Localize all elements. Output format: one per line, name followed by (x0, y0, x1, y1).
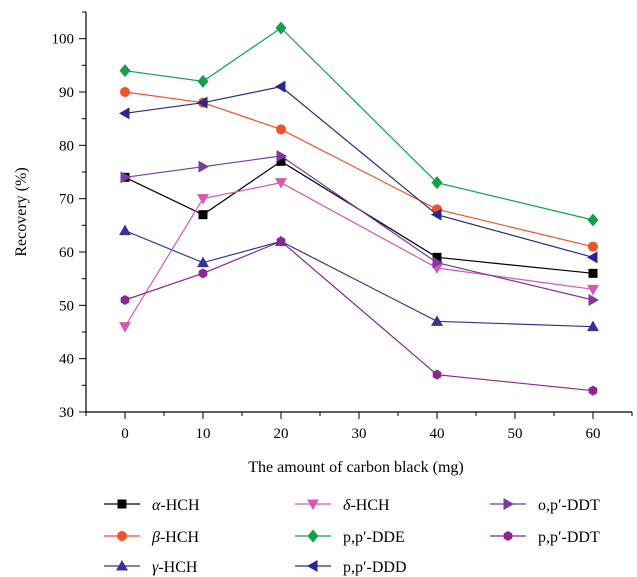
y-axis-title: Recovery (%) (13, 167, 30, 256)
series-line (124, 230, 594, 328)
data-point (197, 194, 209, 205)
legend-label: o,p′-DDT (538, 497, 600, 514)
series-ppddt (120, 236, 598, 396)
data-point (588, 294, 599, 306)
data-point (275, 80, 286, 93)
x-axis-title: The amount of carbon black (mg) (248, 459, 463, 476)
legend-label: p,p′-DDE (343, 529, 405, 546)
data-point (198, 160, 209, 173)
legend: α-HCH β-HCH γ-HCH δ-HCH p,p′-DDE p,p′-DDD o,p′… (104, 497, 600, 576)
series-line (124, 240, 594, 392)
data-point (119, 322, 131, 333)
x-tick-label: 40 (430, 426, 445, 442)
data-point (432, 369, 442, 380)
y-tick-label: 30 (59, 405, 74, 421)
legend-item: p,p′-DDD (295, 559, 407, 576)
data-point (120, 171, 131, 184)
y-tick-label: 50 (59, 298, 74, 314)
series-ppdde (119, 21, 599, 227)
series-line (124, 91, 594, 248)
data-point (588, 268, 598, 278)
data-point (587, 213, 599, 227)
series-ppddd (119, 80, 598, 264)
data-point (197, 74, 209, 88)
legend-item: o,p′-DDT (490, 497, 600, 514)
legend-label: β-HCH (151, 529, 200, 546)
x-tick-label: 60 (586, 426, 601, 442)
legend-label: α-HCH (152, 497, 200, 514)
data-point (431, 176, 443, 190)
y-tick-label: 80 (59, 138, 74, 154)
legend-label: γ-HCH (152, 559, 198, 576)
series-opddt (120, 150, 599, 306)
series-line (124, 27, 594, 221)
data-point (276, 124, 286, 135)
legend-marker (117, 531, 127, 541)
series-line (124, 160, 594, 274)
axes: 0 10 20 30 40 50 60 30 40 50 60 70 80 90 100 (52, 11, 633, 442)
data-point (431, 208, 442, 221)
data-point (432, 252, 442, 262)
legend-marker (116, 560, 128, 571)
series-line (124, 182, 594, 327)
data-point (588, 241, 598, 252)
data-point (588, 385, 598, 396)
data-point (198, 268, 208, 279)
legend-marker (307, 560, 318, 572)
legend-marker (307, 499, 319, 510)
data-point (275, 21, 287, 35)
y-tick-label: 90 (59, 85, 74, 101)
series-group (119, 21, 599, 396)
legend-item: p,p′-DDT (490, 529, 600, 546)
data-point (120, 87, 130, 97)
data-point (276, 150, 287, 162)
data-point (120, 295, 130, 305)
data-point (276, 156, 286, 166)
series-hch (120, 87, 598, 252)
legend-marker (503, 531, 513, 541)
series-hch (119, 178, 599, 333)
x-tick-label: 30 (352, 426, 367, 442)
x-tick-label: 10 (196, 426, 211, 442)
legend-item: p,p′-DDE (295, 529, 405, 546)
series-line (124, 86, 594, 258)
legend-marker (503, 498, 514, 510)
legend-label: p,p′-DDD (343, 559, 407, 576)
legend-item: δ-HCH (295, 497, 390, 514)
data-point (119, 224, 131, 236)
data-point (198, 210, 208, 220)
data-point (197, 256, 209, 268)
data-point (587, 284, 599, 296)
data-point (119, 107, 130, 120)
data-point (275, 178, 287, 189)
legend-item: γ-HCH (104, 559, 198, 576)
legend-item: β-HCH (104, 529, 200, 546)
legend-marker (117, 499, 127, 509)
data-point (431, 315, 443, 326)
series-line (124, 155, 594, 301)
y-tick-label: 40 (59, 352, 74, 368)
data-point (197, 96, 208, 109)
legend-marker (307, 529, 319, 543)
legend-item: α-HCH (104, 497, 200, 514)
y-tick-label: 100 (52, 32, 75, 48)
legend-label: δ-HCH (343, 497, 390, 514)
data-point (276, 236, 286, 247)
data-point (119, 64, 131, 78)
x-tick-label: 0 (121, 426, 129, 442)
data-point (432, 256, 443, 269)
y-tick-label: 60 (59, 245, 74, 261)
data-point (587, 251, 598, 264)
data-point (587, 320, 599, 332)
y-tick-label: 70 (59, 192, 74, 208)
legend-label: p,p′-DDT (538, 529, 600, 546)
x-tick-label: 20 (274, 426, 289, 442)
x-tick-label: 50 (508, 426, 523, 442)
